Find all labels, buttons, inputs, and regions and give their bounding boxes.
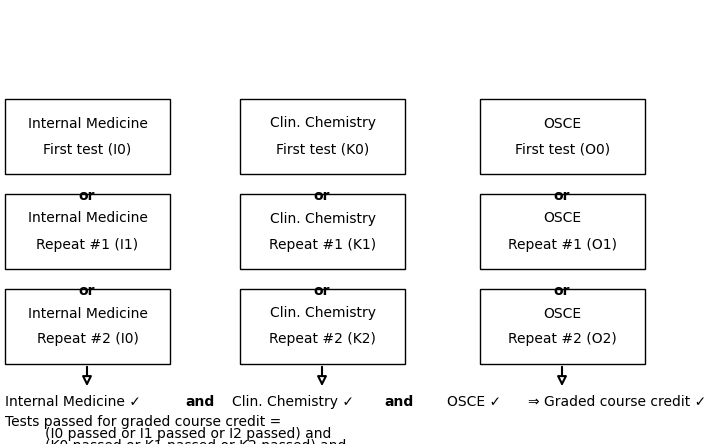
Text: or: or — [79, 189, 96, 203]
Text: or: or — [314, 189, 330, 203]
Text: Internal Medicine ✓: Internal Medicine ✓ — [5, 395, 141, 409]
Text: Repeat #2 (I0): Repeat #2 (I0) — [37, 333, 139, 346]
Bar — [480, 289, 645, 364]
Text: Internal Medicine: Internal Medicine — [28, 306, 147, 321]
Text: First test (O0): First test (O0) — [515, 143, 610, 156]
Bar — [480, 99, 645, 174]
Text: or: or — [554, 189, 570, 203]
Text: Clin. Chemistry: Clin. Chemistry — [270, 211, 375, 226]
Bar — [240, 99, 405, 174]
Text: Tests passed for graded course credit =: Tests passed for graded course credit = — [5, 415, 281, 429]
Bar — [240, 194, 405, 269]
Text: or: or — [314, 284, 330, 298]
Bar — [5, 289, 170, 364]
Bar — [240, 289, 405, 364]
Text: First test (K0): First test (K0) — [276, 143, 369, 156]
Text: OSCE: OSCE — [544, 211, 581, 226]
Text: First test (I0): First test (I0) — [43, 143, 132, 156]
Text: OSCE: OSCE — [544, 306, 581, 321]
Bar — [5, 99, 170, 174]
Text: OSCE ✓: OSCE ✓ — [447, 395, 501, 409]
Text: (I0 passed or I1 passed or I2 passed) and: (I0 passed or I1 passed or I2 passed) an… — [45, 427, 331, 441]
Bar — [5, 194, 170, 269]
Text: Repeat #2 (K2): Repeat #2 (K2) — [269, 333, 376, 346]
Text: or: or — [79, 284, 96, 298]
Bar — [480, 194, 645, 269]
Text: and: and — [384, 395, 413, 409]
Text: ⇒ Graded course credit ✓: ⇒ Graded course credit ✓ — [528, 395, 707, 409]
Text: Repeat #1 (I1): Repeat #1 (I1) — [36, 238, 139, 251]
Text: Repeat #1 (O1): Repeat #1 (O1) — [508, 238, 617, 251]
Text: or: or — [554, 284, 570, 298]
Text: (K0 passed or K1 passed or K2 passed) and: (K0 passed or K1 passed or K2 passed) an… — [45, 439, 346, 444]
Text: and: and — [185, 395, 215, 409]
Text: Clin. Chemistry: Clin. Chemistry — [270, 306, 375, 321]
Text: Clin. Chemistry ✓: Clin. Chemistry ✓ — [232, 395, 354, 409]
Text: Internal Medicine: Internal Medicine — [28, 116, 147, 131]
Text: Repeat #1 (K1): Repeat #1 (K1) — [269, 238, 376, 251]
Text: Internal Medicine: Internal Medicine — [28, 211, 147, 226]
Text: Clin. Chemistry: Clin. Chemistry — [270, 116, 375, 131]
Text: Repeat #2 (O2): Repeat #2 (O2) — [508, 333, 617, 346]
Text: OSCE: OSCE — [544, 116, 581, 131]
